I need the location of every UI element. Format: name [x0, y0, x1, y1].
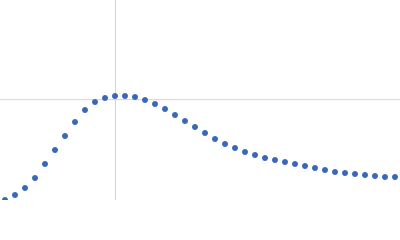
data-point [32, 175, 38, 181]
data-point [392, 174, 398, 180]
data-point [212, 136, 218, 142]
data-point [362, 172, 368, 178]
data-point [352, 171, 358, 177]
data-point [272, 157, 278, 163]
data-point [162, 106, 168, 112]
data-point [242, 149, 248, 155]
data-point [2, 197, 8, 200]
data-point [282, 159, 288, 165]
data-point [182, 118, 188, 124]
data-point [102, 95, 108, 101]
data-point [132, 94, 138, 100]
data-point [342, 170, 348, 176]
data-point [252, 152, 258, 158]
data-point [382, 174, 388, 180]
data-point [42, 161, 48, 167]
data-point [142, 97, 148, 103]
data-point [292, 161, 298, 167]
data-point [302, 163, 308, 169]
data-point [52, 147, 58, 153]
data-point [72, 119, 78, 125]
data-point [152, 101, 158, 107]
chart [0, 0, 400, 200]
data-point [232, 145, 238, 151]
data-point [112, 93, 118, 99]
data-point [92, 99, 98, 105]
data-point [322, 167, 328, 173]
data-point [262, 155, 268, 161]
data-point [222, 141, 228, 147]
data-point [22, 185, 28, 191]
page: (() => { const data = JSON.parse(documen… [0, 0, 400, 200]
data-point [62, 133, 68, 139]
data-point [82, 107, 88, 113]
data-point [332, 169, 338, 175]
data-point [122, 93, 128, 99]
data-point [192, 124, 198, 130]
data-point [372, 173, 378, 179]
data-point [202, 130, 208, 136]
data-point [312, 165, 318, 171]
data-point [172, 112, 178, 118]
data-point [12, 192, 18, 198]
